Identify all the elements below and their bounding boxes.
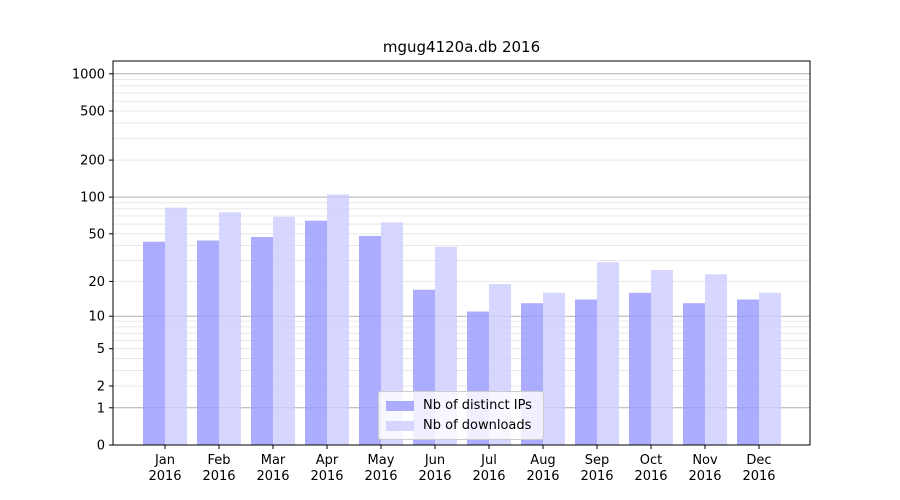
legend-swatch-downloads	[386, 420, 414, 431]
x-tick-label-month: Dec	[746, 453, 771, 468]
x-tick-label-year: 2016	[526, 469, 559, 484]
bar-series0-month10	[683, 303, 705, 445]
x-tick-label-year: 2016	[418, 469, 451, 484]
x-tick-label-month: Sep	[585, 453, 610, 468]
x-tick-label-year: 2016	[310, 469, 343, 484]
x-tick-label-month: Jun	[424, 453, 445, 468]
y-tick-label: 50	[88, 227, 105, 242]
bar-series0-month2	[251, 237, 273, 445]
bar-series0-month1	[197, 240, 219, 445]
chart-title: mgug4120a.db 2016	[382, 38, 541, 56]
x-tick-label-month: May	[368, 453, 395, 468]
bar-series0-month4	[359, 235, 381, 445]
bar-series1-month3	[327, 194, 349, 445]
legend-item: Nb of distinct IPs	[386, 397, 535, 414]
x-tick-label-year: 2016	[256, 469, 289, 484]
y-tick-label: 1	[97, 401, 105, 416]
bar-series1-month4	[381, 222, 403, 445]
x-tick-label-month: Feb	[207, 453, 230, 468]
x-tick-label-year: 2016	[472, 469, 505, 484]
x-tick-label-month: Jan	[154, 453, 175, 468]
y-tick-label: 1000	[72, 67, 105, 82]
x-tick-label-year: 2016	[364, 469, 397, 484]
x-tick-label-year: 2016	[202, 469, 235, 484]
bar-series1-month2	[273, 216, 295, 445]
x-tick-label-month: Mar	[261, 453, 286, 468]
bar-series0-month9	[629, 292, 651, 445]
bar-series1-month11	[759, 292, 781, 445]
x-tick-label-year: 2016	[148, 469, 181, 484]
legend: Nb of distinct IPs Nb of downloads	[378, 391, 544, 440]
y-tick-label: 100	[80, 191, 105, 206]
y-tick-label: 10	[88, 310, 105, 325]
bar-series0-month3	[305, 220, 327, 445]
y-tick-label: 0	[97, 439, 105, 454]
y-tick-label: 500	[80, 105, 105, 120]
legend-swatch-distinct-ips	[386, 400, 414, 411]
x-tick-label-month: Apr	[316, 453, 339, 468]
x-tick-label-month: Nov	[692, 453, 718, 468]
legend-item: Nb of downloads	[386, 417, 535, 434]
bar-series1-month9	[651, 270, 673, 445]
bar-series0-month0	[143, 241, 165, 445]
x-tick-label-year: 2016	[580, 469, 613, 484]
y-tick-label: 2	[97, 380, 105, 395]
x-tick-label-month: Jul	[480, 453, 497, 468]
x-tick-label-month: Oct	[640, 453, 662, 468]
bar-series1-month1	[219, 212, 241, 445]
x-tick-label-month: Aug	[530, 453, 555, 468]
bar-series1-month10	[705, 274, 727, 445]
plot-border	[112, 60, 811, 446]
legend-label: Nb of downloads	[423, 418, 532, 433]
y-tick-label: 20	[88, 275, 105, 290]
y-tick-label: 5	[97, 342, 105, 357]
x-tick-label-year: 2016	[742, 469, 775, 484]
x-tick-label-year: 2016	[634, 469, 667, 484]
y-tick-label: 200	[80, 154, 105, 169]
legend-label: Nb of distinct IPs	[423, 398, 532, 413]
bar-series0-month11	[737, 299, 759, 445]
bar-series1-month0	[165, 207, 187, 445]
x-tick-label-year: 2016	[688, 469, 721, 484]
bar-series1-month8	[597, 262, 619, 445]
bar-series0-month8	[575, 299, 597, 445]
bar-series1-month7	[543, 292, 565, 445]
